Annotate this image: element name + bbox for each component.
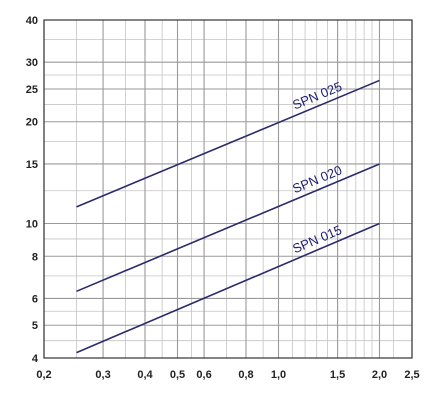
x-tick-label: 1,5 xyxy=(330,369,345,381)
y-tick-label: 20 xyxy=(26,117,38,129)
series-lines xyxy=(76,79,380,354)
series-label: SPN 015 xyxy=(290,222,344,256)
x-tick-label: 0,6 xyxy=(196,369,211,381)
y-tick-label: 25 xyxy=(26,84,38,96)
x-tick-label: 0,2 xyxy=(36,369,51,381)
x-tick-label: 0,8 xyxy=(238,369,253,381)
y-tick-label: 6 xyxy=(32,293,38,305)
y-tick-label: 4 xyxy=(32,353,39,365)
axes xyxy=(43,19,413,359)
series-label: SPN 025 xyxy=(290,79,344,113)
x-tick-label: 0,5 xyxy=(170,369,185,381)
y-tick-label: 40 xyxy=(26,15,38,27)
x-tick-label: 2,0 xyxy=(372,369,387,381)
grid xyxy=(43,19,413,359)
series-line xyxy=(76,163,380,293)
y-tick-label: 10 xyxy=(26,218,38,230)
series-label: SPN 020 xyxy=(290,162,344,196)
y-tick-label: 15 xyxy=(26,159,38,171)
y-tick-label: 30 xyxy=(26,57,38,69)
x-tick-label: 0,4 xyxy=(137,369,153,381)
y-tick-label: 8 xyxy=(32,251,38,263)
series-line xyxy=(76,222,380,354)
labels: 0,2 0,3 0,4 0,5 0,6 0,8 1,0 1,5 2,0 2,5 4 5 6 8 10 15 20… xyxy=(26,15,420,381)
plot-frame xyxy=(43,19,413,359)
x-tick-label: 2,5 xyxy=(404,369,419,381)
series-line xyxy=(76,79,380,208)
x-tick-label: 1,0 xyxy=(271,369,286,381)
x-tick-label: 0,3 xyxy=(95,369,110,381)
y-tick-label: 5 xyxy=(32,320,38,332)
